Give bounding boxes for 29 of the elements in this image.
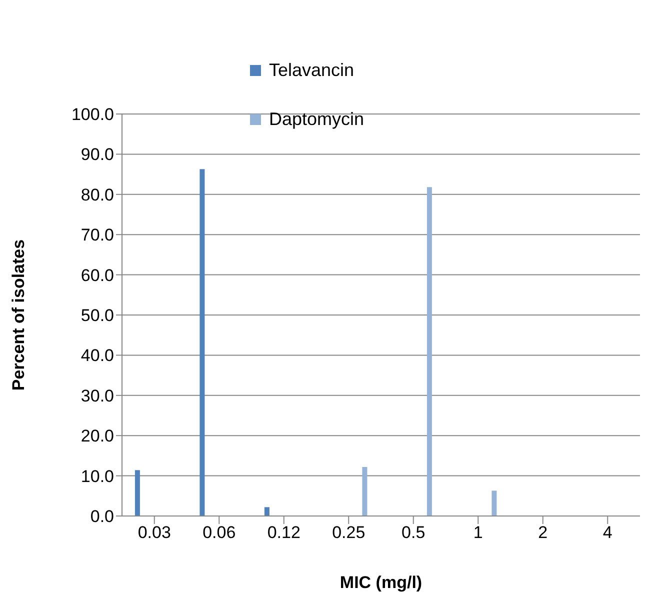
x-tick-label: 0.5 bbox=[402, 523, 426, 542]
y-tick-label: 20.0 bbox=[80, 426, 114, 446]
x-tick-label: 1 bbox=[473, 523, 483, 542]
y-tick-label: 80.0 bbox=[80, 185, 114, 204]
y-tick-label: 50.0 bbox=[80, 306, 114, 326]
y-tick-label: 0.0 bbox=[90, 507, 114, 526]
bar bbox=[134, 470, 140, 516]
y-tick-label: 60.0 bbox=[80, 266, 114, 285]
x-tick-label: 0.12 bbox=[267, 523, 300, 542]
y-tick-label: 40.0 bbox=[80, 346, 114, 366]
bar bbox=[362, 466, 368, 516]
x-tick-label: 0.25 bbox=[332, 523, 366, 542]
legend-label: Daptomycin bbox=[269, 109, 364, 130]
legend-label: Telavancin bbox=[269, 60, 354, 81]
y-tick-label: 100.0 bbox=[71, 105, 114, 124]
x-tick-label: 0.03 bbox=[138, 523, 171, 542]
bar bbox=[426, 187, 432, 516]
bar bbox=[200, 169, 205, 516]
x-tick-label: 2 bbox=[538, 523, 548, 542]
y-tick-label: 10.0 bbox=[80, 466, 114, 486]
bar bbox=[264, 507, 270, 516]
y-tick-label: 70.0 bbox=[80, 226, 114, 245]
y-tick-label: 30.0 bbox=[80, 386, 114, 406]
x-tick-label: 4 bbox=[602, 523, 612, 542]
x-tick-label: 0.06 bbox=[202, 523, 236, 542]
y-tick-label: 90.0 bbox=[80, 145, 114, 164]
bar bbox=[492, 490, 497, 516]
y-axis-title: Percent of isolates bbox=[9, 239, 28, 391]
x-axis-title: MIC (mg/l) bbox=[340, 573, 422, 592]
